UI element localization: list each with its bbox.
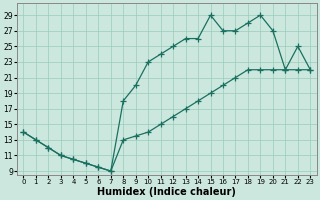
X-axis label: Humidex (Indice chaleur): Humidex (Indice chaleur) [98,187,236,197]
